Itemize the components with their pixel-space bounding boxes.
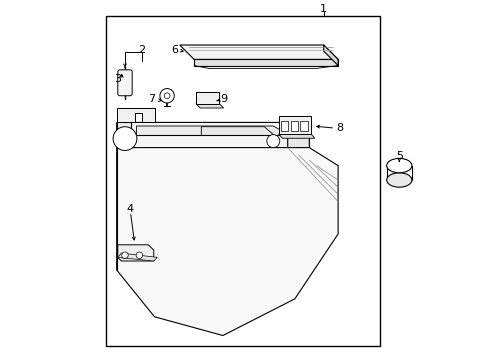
Bar: [290, 121, 298, 131]
Bar: [300, 121, 307, 131]
Text: 2: 2: [138, 45, 145, 55]
Circle shape: [164, 93, 170, 99]
Bar: [106, 16, 379, 346]
Text: 7: 7: [148, 94, 155, 104]
Text: 9: 9: [220, 94, 227, 104]
Polygon shape: [117, 135, 309, 148]
Bar: [280, 121, 288, 131]
Polygon shape: [179, 45, 337, 59]
Text: 1: 1: [320, 4, 326, 14]
Circle shape: [160, 89, 174, 103]
Polygon shape: [136, 126, 291, 136]
Text: 3: 3: [114, 74, 121, 84]
Polygon shape: [278, 134, 314, 138]
Polygon shape: [194, 59, 337, 66]
Polygon shape: [117, 108, 154, 122]
Polygon shape: [117, 122, 131, 148]
FancyBboxPatch shape: [118, 70, 132, 96]
Ellipse shape: [386, 173, 411, 187]
Text: 6: 6: [170, 45, 178, 55]
Polygon shape: [136, 136, 291, 152]
Polygon shape: [118, 245, 153, 261]
Bar: [196, 92, 219, 104]
Ellipse shape: [386, 158, 411, 173]
Polygon shape: [287, 122, 309, 148]
Bar: [278, 116, 310, 134]
Circle shape: [136, 252, 142, 258]
Polygon shape: [118, 253, 157, 261]
Circle shape: [266, 135, 279, 148]
Polygon shape: [117, 122, 309, 135]
Circle shape: [113, 127, 137, 150]
Polygon shape: [117, 148, 337, 336]
Text: 4: 4: [126, 204, 134, 214]
Polygon shape: [201, 127, 275, 136]
Polygon shape: [323, 45, 337, 66]
Polygon shape: [196, 104, 223, 108]
Circle shape: [122, 252, 128, 258]
Text: 5: 5: [395, 150, 402, 161]
Text: 8: 8: [336, 123, 343, 133]
